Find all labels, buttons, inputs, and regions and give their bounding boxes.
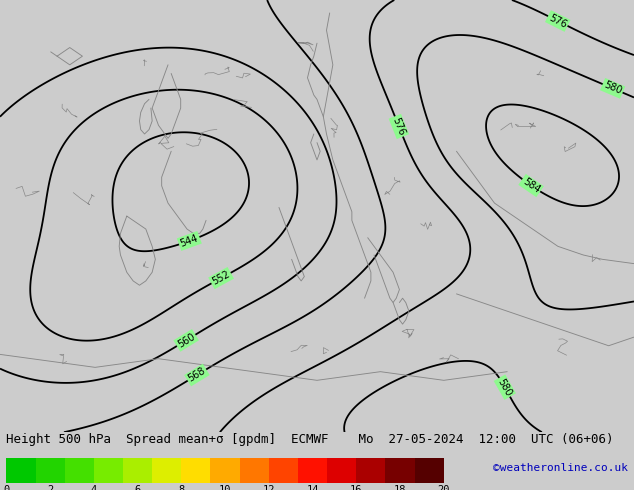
Bar (298, 458, 327, 483)
Bar (181, 458, 210, 483)
Text: ©weatheronline.co.uk: ©weatheronline.co.uk (493, 463, 628, 473)
Text: 16: 16 (350, 486, 363, 490)
Text: 4: 4 (91, 486, 97, 490)
Bar (269, 458, 298, 483)
Bar (65, 458, 94, 483)
Bar (385, 458, 415, 483)
Text: 12: 12 (262, 486, 275, 490)
Bar (152, 458, 181, 483)
Bar (123, 458, 152, 483)
Text: 14: 14 (306, 486, 319, 490)
Bar (415, 458, 444, 483)
Bar (356, 458, 385, 483)
Text: 552: 552 (210, 269, 231, 287)
Text: 2: 2 (47, 486, 53, 490)
Bar (94, 458, 123, 483)
Text: Height 500 hPa  Spread mean+σ [gpdm]  ECMWF    Mo  27-05-2024  12:00  UTC (06+06: Height 500 hPa Spread mean+σ [gpdm] ECMW… (6, 433, 614, 446)
Bar (36, 458, 65, 483)
Bar (240, 458, 269, 483)
Text: 8: 8 (178, 486, 184, 490)
Text: 0: 0 (3, 486, 10, 490)
Text: 544: 544 (179, 233, 200, 249)
Text: 10: 10 (219, 486, 231, 490)
Text: 576: 576 (391, 116, 407, 137)
Text: 20: 20 (437, 486, 450, 490)
Text: 560: 560 (176, 331, 197, 349)
Bar (6, 458, 36, 483)
Text: 580: 580 (496, 377, 514, 398)
Text: 580: 580 (602, 80, 623, 97)
Bar (327, 458, 356, 483)
Bar (210, 458, 240, 483)
Text: 568: 568 (186, 366, 207, 384)
Text: 18: 18 (394, 486, 406, 490)
Text: 6: 6 (134, 486, 141, 490)
Text: 584: 584 (521, 176, 541, 195)
Text: 576: 576 (547, 12, 568, 29)
